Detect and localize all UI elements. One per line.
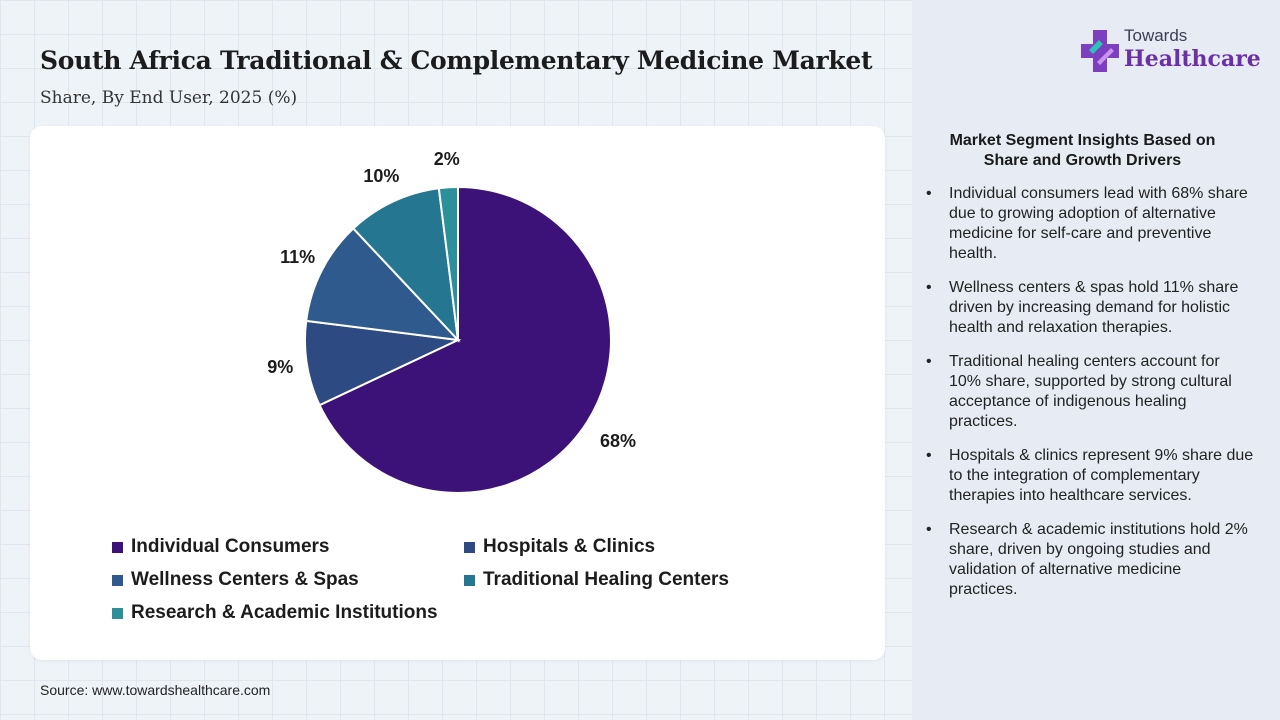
- legend-label: Individual Consumers: [131, 536, 330, 557]
- legend-swatch: [112, 541, 123, 553]
- pie-data-label: 11%: [280, 247, 315, 267]
- pie-slice-hospitals-clinics: [304, 319, 462, 407]
- legend-item: Wellness Centers & Spas: [112, 569, 464, 591]
- medical-cross-icon: [1081, 30, 1119, 72]
- legend-item: Individual Consumers: [112, 536, 464, 558]
- page-title: South Africa Traditional & Complementary…: [40, 46, 873, 75]
- legend-item: Hospitals & Clinics: [464, 536, 804, 558]
- legend-item: Traditional Healing Centers: [464, 569, 804, 591]
- legend-label: Traditional Healing Centers: [483, 569, 729, 590]
- pie-slice-wellness-centers-spas: [305, 227, 461, 342]
- legend-swatch: [464, 574, 475, 586]
- insight-item: Research & academic institutions hold 2%…: [924, 520, 1254, 600]
- pie-data-label: 2%: [434, 149, 460, 169]
- chart-legend: Individual Consumers Hospitals & Clinics W…: [112, 536, 812, 624]
- insights-title: Market Segment Insights Based on Share a…: [949, 132, 1216, 169]
- pie-data-label: 9%: [267, 357, 293, 377]
- insights-list: Individual consumers lead with 68% share…: [924, 184, 1254, 614]
- legend-swatch: [112, 607, 123, 619]
- brand-logo: Towards Healthcare: [1080, 26, 1261, 78]
- insight-item: Traditional healing centers account for …: [924, 352, 1254, 432]
- legend-swatch: [112, 574, 123, 586]
- pie-slice-individual-consumers: [318, 185, 612, 494]
- logo-text-top: Towards: [1124, 26, 1188, 45]
- source-note: Source: www.towardshealthcare.com: [40, 682, 271, 698]
- legend-swatch: [464, 541, 475, 553]
- insight-item: Hospitals & clinics represent 9% share d…: [924, 446, 1254, 506]
- pie-data-label: 10%: [363, 166, 399, 186]
- pie-slice-traditional-healing-centers: [351, 187, 460, 343]
- legend-item: Research & Academic Institutions: [112, 602, 464, 624]
- chart-card: 68% 9% 11% 10% 2% Individual Consumers Hospit…: [30, 126, 885, 660]
- insight-item: Individual consumers lead with 68% share…: [924, 184, 1254, 264]
- legend-label: Research & Academic Institutions: [131, 602, 438, 623]
- logo-text-main: Healthcare: [1124, 46, 1261, 72]
- pie-slice-research-academic-institutions: [437, 185, 459, 341]
- legend-label: Hospitals & Clinics: [483, 536, 656, 557]
- legend-label: Wellness Centers & Spas: [131, 569, 359, 590]
- insight-item: Wellness centers & spas hold 11% share d…: [924, 278, 1254, 338]
- page-subtitle: Share, By End User, 2025 (%): [40, 88, 298, 108]
- pie-data-label: 68%: [600, 431, 636, 451]
- pie-chart: 68% 9% 11% 10% 2%: [267, 149, 636, 494]
